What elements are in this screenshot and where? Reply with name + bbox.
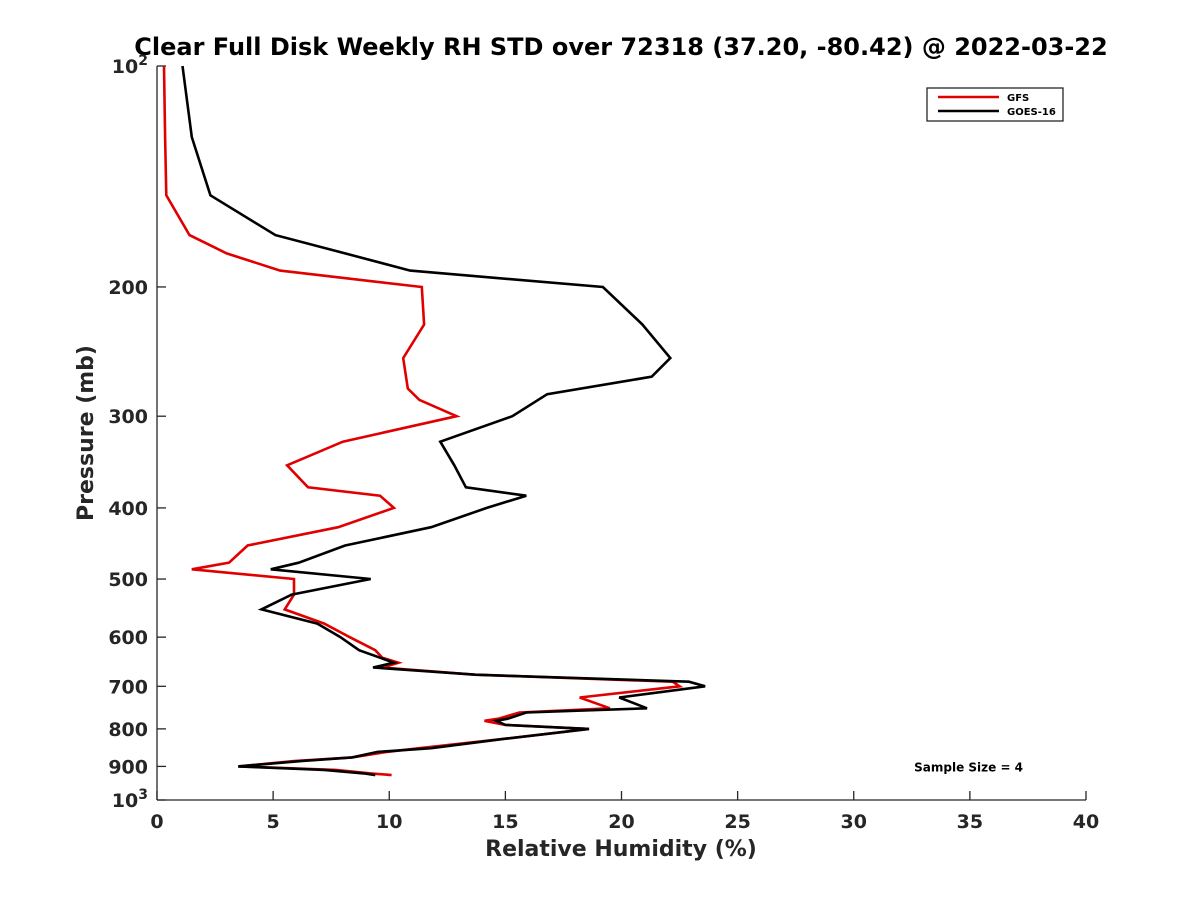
sample-size-annotation: Sample Size = 4	[914, 760, 1023, 774]
legend-label-goes16: GOES-16	[1007, 107, 1056, 118]
chart-title: Clear Full Disk Weekly RH STD over 72318…	[134, 33, 1107, 61]
x-tick-label: 5	[267, 811, 280, 833]
x-tick-label: 35	[957, 811, 983, 833]
y-tick-label: 200	[108, 277, 148, 299]
y-tick-label: 300	[108, 406, 148, 428]
y-tick-label: 800	[108, 719, 148, 741]
x-tick-label: 10	[376, 811, 402, 833]
x-tick-label: 25	[724, 811, 750, 833]
y-ticks: 102 200 300 400 500 600 700 800 900 103	[108, 53, 166, 812]
x-tick-label: 30	[841, 811, 867, 833]
y-tick-label: 900	[108, 756, 148, 778]
y-axis-label: Pressure (mb)	[74, 345, 99, 521]
y-tick-label: 102	[112, 53, 148, 78]
legend: GFS GOES-16	[926, 87, 1064, 122]
series-layer	[162, 65, 706, 777]
series-line-gfs	[162, 65, 684, 777]
legend-box	[926, 87, 1064, 122]
series-line-goes16	[181, 65, 706, 777]
x-tick-label: 0	[150, 811, 163, 833]
y-tick-label: 500	[108, 569, 148, 591]
y-tick-label: 400	[108, 498, 148, 520]
x-tick-label: 40	[1073, 811, 1099, 833]
y-tick-label: 700	[108, 676, 148, 698]
x-ticks: 0 5 10 15 20 25 30 35 40	[150, 791, 1099, 833]
y-tick-label: 600	[108, 627, 148, 649]
legend-label-gfs: GFS	[1007, 93, 1029, 104]
y-tick-label: 103	[112, 787, 148, 812]
plot-axes	[156, 66, 1086, 801]
x-tick-label: 15	[492, 811, 518, 833]
x-axis-label: Relative Humidity (%)	[485, 837, 757, 862]
x-tick-label: 20	[608, 811, 634, 833]
